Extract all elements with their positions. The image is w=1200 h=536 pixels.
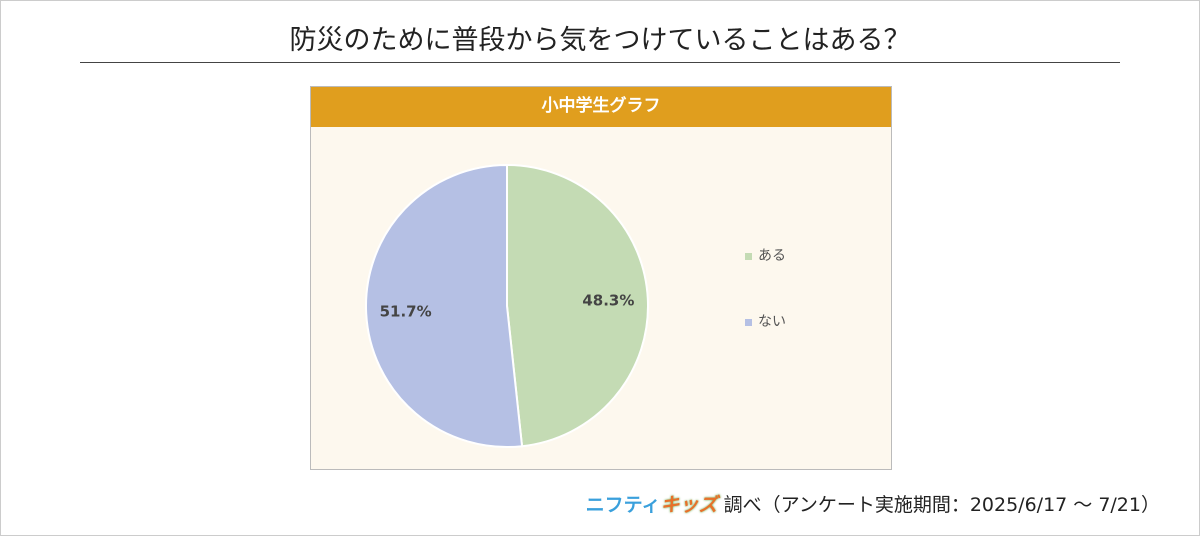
legend-swatch [745, 252, 752, 260]
logo-kids: キッズ [660, 494, 718, 516]
pie-slice-1 [365, 163, 524, 448]
chart-panel: 小中学生グラフ 48.3% 51.7% ある ない [310, 86, 892, 470]
legend-swatch [745, 318, 752, 326]
legend-label: ある [758, 248, 786, 264]
footer-credit: ニフティキッズ 調べ（アンケート実施期間：2025/6/17 ～ 7/21） [586, 490, 1160, 517]
legend-label: ない [758, 314, 786, 330]
data-label: 48.3% [582, 292, 634, 310]
data-label: 51.7% [380, 302, 432, 320]
chart-title: 小中学生グラフ [311, 87, 891, 127]
title-divider [80, 62, 1120, 63]
legend-item-aru: ある [745, 245, 786, 265]
pie-chart: 48.3% 51.7% [365, 163, 649, 448]
legend-item-nai: ない [745, 311, 786, 331]
pie-slice-0 [506, 163, 649, 448]
logo-nifty: ニフティ [585, 494, 661, 516]
survey-period: 調べ（アンケート実施期間：2025/6/17 ～ 7/21） [723, 494, 1160, 516]
page-title: 防災のために普段から気をつけていることはある？ [289, 25, 911, 56]
